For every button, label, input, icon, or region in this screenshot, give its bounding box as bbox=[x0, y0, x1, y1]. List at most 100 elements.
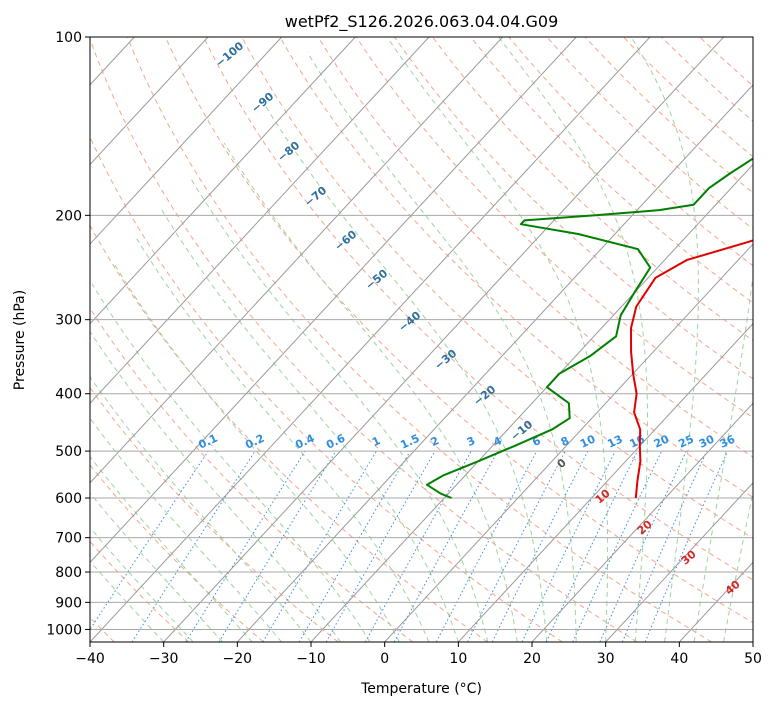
dry-adiabat-line bbox=[90, 37, 638, 642]
isotherm-line bbox=[236, 84, 753, 642]
dry-adiabat-line bbox=[546, 37, 753, 230]
x-tick-label: 50 bbox=[744, 651, 762, 667]
dry-adiabat-line bbox=[279, 37, 753, 498]
isotherm-line bbox=[90, 37, 577, 564]
axis-ticks: −40 −30 −20 −10 0 10 20 30 40 5010020030040050060… bbox=[46, 30, 762, 667]
x-tick-label: 30 bbox=[597, 651, 615, 667]
mixing-ratio-label: 1.5 bbox=[398, 432, 421, 452]
y-tick-label: 800 bbox=[55, 565, 82, 581]
dry-adiabat-line bbox=[470, 37, 753, 304]
mixing-ratio-line bbox=[545, 450, 638, 642]
x-tick-label: 20 bbox=[523, 651, 541, 667]
line-labels: −100−90−80−70−60−50−40−30−20−10010203040… bbox=[196, 39, 743, 597]
isotherm-line bbox=[310, 163, 753, 642]
dry-adiabat-line bbox=[90, 224, 488, 642]
mixing-ratio-label: 8 bbox=[559, 434, 571, 449]
isotherm-line bbox=[90, 37, 209, 166]
dry-adiabat-label: 30 bbox=[679, 547, 699, 567]
y-tick-label: 1000 bbox=[46, 622, 82, 638]
temperature-profile bbox=[630, 239, 753, 499]
moist-adiabat-line bbox=[223, 142, 518, 642]
mixing-ratio-label: 0.1 bbox=[196, 432, 219, 452]
mixing-ratio-line bbox=[393, 450, 499, 642]
moist-adiabats bbox=[90, 37, 753, 642]
plot-frame bbox=[89, 36, 754, 643]
mixing-ratio-line bbox=[435, 450, 538, 642]
dry-adiabat-line bbox=[126, 37, 712, 642]
mixing-ratio-label: 10 bbox=[578, 432, 598, 450]
mixing-ratio-label: 4 bbox=[491, 434, 504, 449]
y-tick-label: 300 bbox=[55, 313, 82, 329]
mixing-ratio-label: 0.4 bbox=[293, 432, 316, 452]
moist-adiabat-line bbox=[90, 417, 282, 642]
x-tick-label: 10 bbox=[449, 651, 467, 667]
moist-adiabat-line bbox=[693, 272, 753, 642]
x-tick-label: 40 bbox=[670, 651, 688, 667]
y-tick-label: 600 bbox=[55, 491, 82, 507]
mixing-ratio-label: 0.2 bbox=[243, 432, 266, 452]
mixing-ratio-line bbox=[644, 450, 729, 642]
dry-adiabat-label: −90 bbox=[249, 90, 276, 116]
mixing-ratio-line bbox=[599, 450, 687, 642]
mixing-ratio-line bbox=[521, 450, 616, 642]
isotherm-line bbox=[752, 641, 753, 642]
mixing-ratio-label: 1 bbox=[370, 434, 382, 449]
dry-adiabat-label: −100 bbox=[213, 39, 246, 70]
mixing-ratio-label: 13 bbox=[605, 433, 624, 451]
mixing-ratio-label: 30 bbox=[697, 432, 717, 450]
dry-adiabat-line bbox=[90, 464, 264, 642]
dry-adiabats bbox=[90, 37, 753, 642]
y-tick-label: 900 bbox=[55, 595, 82, 611]
isotherm-line bbox=[678, 561, 753, 642]
isotherm-line bbox=[90, 37, 283, 245]
moist-adiabat-line bbox=[136, 238, 430, 642]
mixing-ratio-label: 36 bbox=[718, 432, 738, 450]
isotherm-line bbox=[457, 322, 753, 642]
mixing-ratio-line bbox=[491, 450, 589, 642]
x-tick-label: 0 bbox=[380, 651, 389, 667]
moist-adiabat-line bbox=[386, 37, 609, 642]
mixing-ratio-line bbox=[262, 450, 377, 642]
dry-adiabat-label: 40 bbox=[723, 577, 743, 597]
dry-adiabat-label: 0 bbox=[555, 456, 569, 471]
mixing-ratio-line bbox=[90, 450, 209, 631]
isobars bbox=[90, 37, 753, 630]
moist-adiabat-line bbox=[90, 376, 312, 642]
isotherm-line bbox=[384, 243, 753, 642]
dry-adiabat-label: −70 bbox=[302, 184, 329, 210]
dry-adiabat-label: −40 bbox=[396, 309, 423, 335]
dry-adiabat-line bbox=[699, 37, 753, 87]
mixing-ratio-label: 3 bbox=[465, 434, 477, 449]
mixing-ratio-label: 25 bbox=[676, 433, 695, 451]
profile-series bbox=[426, 157, 753, 499]
moist-adiabat-line bbox=[90, 455, 253, 642]
dry-adiabat-label: −30 bbox=[432, 347, 459, 373]
dry-adiabat-line bbox=[165, 37, 753, 624]
mixing-ratio-line bbox=[364, 450, 472, 642]
dry-adiabat-label: −50 bbox=[363, 267, 390, 293]
mixing-ratio-line bbox=[185, 450, 306, 642]
dry-adiabat-line bbox=[508, 37, 753, 267]
dry-adiabat-line bbox=[623, 37, 753, 158]
isotherm-line bbox=[531, 402, 753, 642]
dry-adiabat-line bbox=[90, 136, 563, 642]
dewpoint-profile bbox=[426, 157, 753, 499]
y-axis-label: Pressure (hPa) bbox=[12, 290, 28, 390]
dry-adiabat-line bbox=[393, 37, 753, 380]
moist-adiabat-line bbox=[113, 263, 400, 642]
dry-adiabat-line bbox=[90, 540, 190, 642]
mixing-ratio-label: 20 bbox=[652, 432, 672, 450]
dry-adiabat-line bbox=[584, 37, 753, 194]
x-tick-label: −40 bbox=[75, 651, 105, 667]
isotherm-line bbox=[90, 37, 356, 325]
moist-adiabat-line bbox=[498, 37, 648, 642]
x-tick-label: −30 bbox=[149, 651, 179, 667]
isotherms bbox=[90, 37, 753, 642]
isotherm-line bbox=[90, 37, 651, 642]
moist-adiabat-line bbox=[91, 283, 371, 642]
mixing-ratio-line bbox=[572, 450, 663, 642]
moist-adiabat-line bbox=[723, 490, 753, 642]
moist-adiabat-line bbox=[190, 177, 489, 642]
moist-adiabat-line bbox=[262, 102, 548, 642]
